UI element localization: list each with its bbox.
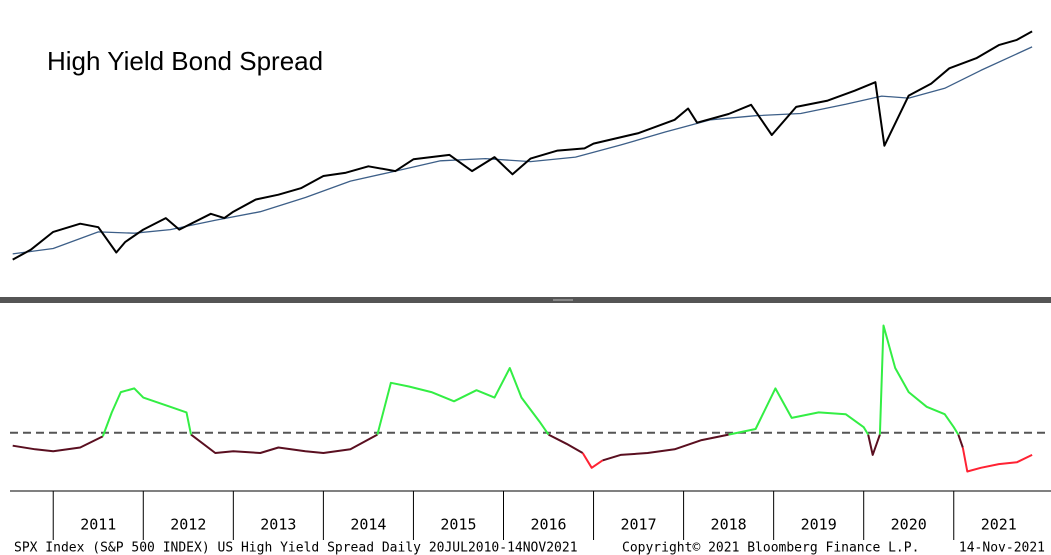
footer-right: 14-Nov-2021 <box>959 541 1045 555</box>
panel-separator <box>0 297 1051 303</box>
series-line <box>12 30 1033 261</box>
x-tick-label: 2016 <box>530 516 566 534</box>
x-tick-label: 2020 <box>891 516 927 534</box>
x-tick-label: 2013 <box>260 516 296 534</box>
x-tick-label: 2021 <box>981 516 1017 534</box>
footer-center: Copyright© 2021 Bloomberg Finance L.P. <box>622 541 919 555</box>
x-tick-label: 2018 <box>711 516 747 534</box>
x-tick-label: 2012 <box>170 516 206 534</box>
x-tick-label: 2014 <box>350 516 386 534</box>
x-tick-label: 2017 <box>621 516 657 534</box>
series-line <box>101 324 960 437</box>
x-tick-label: 2015 <box>440 516 476 534</box>
x-tick-label: 2011 <box>80 516 116 534</box>
footer-left: SPX Index (S&P 500 INDEX) US High Yield … <box>14 541 578 555</box>
series-line <box>581 447 1033 473</box>
chart-title: High Yield Bond Spread <box>47 46 323 76</box>
moving-average-line <box>12 46 1033 255</box>
x-tick-label: 2019 <box>801 516 837 534</box>
series-line <box>12 433 964 462</box>
